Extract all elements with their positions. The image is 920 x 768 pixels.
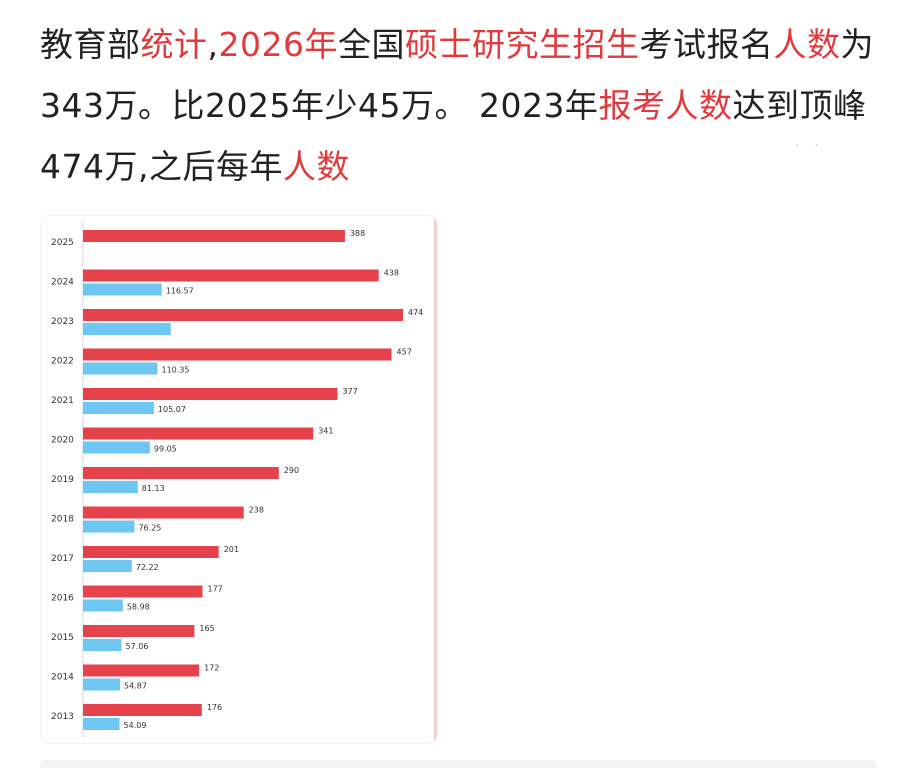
bar-chart: 2025 388 2024 438 116.57 2023 474 2022 457 110.35… [51,221,423,738]
blue-bar [83,323,171,335]
blue-bar [83,639,122,651]
chart-image[interactable]: 2025 388 2024 438 116.57 2023 474 2022 457 110.35… [40,215,438,744]
chart-edge [434,216,437,743]
blue-bar [83,520,135,533]
next-post-edge [40,760,876,768]
text-segment: 考试报名 [639,25,774,64]
highlighted-keyword: 报考人数 [598,86,733,125]
red-bar-value-label: 438 [384,269,399,278]
blue-bar [83,362,158,375]
year-tick-label: 2013 [51,712,74,722]
blue-bar [83,678,121,691]
blue-bar-value-label: 105.07 [158,405,186,414]
red-bar [83,664,200,677]
text-segment: 教育部 [40,25,141,64]
blue-bar-value-label: 58.98 [127,603,150,612]
highlighted-keyword: 硕士研究生招生 [404,25,640,64]
year-tick-label: 2015 [51,633,74,643]
highlighted-keyword: 人数 [282,147,350,186]
blue-bar-value-label: 57.06 [126,642,149,651]
red-bar-value-label: 457 [397,348,412,357]
year-tick-label: 2020 [51,436,74,446]
blue-bar [83,283,162,296]
red-bar [83,625,195,637]
red-bar [83,506,244,519]
year-tick-label: 2022 [51,357,74,367]
blue-bar-value-label: 54.09 [124,721,147,730]
red-bar [83,427,314,440]
year-tick-label: 2014 [51,673,74,683]
blue-bar [83,481,138,493]
red-bar-value-label: 377 [343,387,358,396]
year-tick-label: 2017 [51,554,74,564]
highlighted-keyword: 统计 [140,25,208,64]
red-bar [83,467,279,479]
blue-bar-value-label: 54.87 [124,682,147,691]
blue-bar [83,560,132,572]
year-tick-label: 2016 [51,594,74,604]
blue-bar-value-label: 116.57 [166,287,194,296]
red-bar-value-label: 290 [284,466,299,475]
year-tick-label: 2019 [51,475,74,485]
blue-bar-value-label: 81.13 [142,484,165,493]
red-bar [83,704,202,716]
red-bar-value-label: 201 [224,545,239,554]
blue-bar [83,402,154,414]
blue-bar-value-label: 110.35 [161,366,189,375]
highlighted-keyword: 2026年 [218,25,338,64]
red-bar [83,309,403,321]
year-tick-label: 2025 [51,238,74,248]
blue-bar-value-label: 76.25 [138,524,161,533]
text-segment: 达到顶峰474万,之后每年 [40,86,867,186]
decorative-dots: · · [795,138,825,152]
red-bar [83,348,392,361]
year-tick-label: 2021 [51,396,74,406]
red-bar-value-label: 341 [318,427,333,436]
red-bar [83,388,338,400]
red-bar [83,269,379,282]
text-segment: 全国 [337,25,405,64]
year-tick-label: 2024 [51,278,74,288]
red-bar-value-label: 176 [207,703,222,712]
red-bar-value-label: 165 [199,624,214,633]
red-bar-value-label: 388 [350,229,365,238]
red-bar-value-label: 172 [204,664,219,673]
year-tick-label: 2018 [51,515,74,525]
text-segment: , [207,25,219,64]
blue-bar-value-label: 72.22 [136,563,159,572]
highlighted-keyword: 人数 [773,25,841,64]
red-bar [83,230,345,242]
text-segment: 为343万。比2025年少45万。 2023年 [40,25,874,125]
post-text: 教育部统计,2026年全国硕士研究生招生考试报名人数为343万。比2025年少4… [40,14,885,197]
blue-bar [83,441,150,454]
red-bar-value-label: 474 [408,308,423,317]
blue-bar [83,599,123,612]
red-bar [83,585,203,598]
red-bar [83,546,219,558]
red-bar-value-label: 177 [207,585,222,594]
year-tick-label: 2023 [51,317,74,327]
blue-bar-value-label: 99.05 [154,445,177,454]
blue-bar [83,718,120,730]
red-bar-value-label: 238 [249,506,264,515]
